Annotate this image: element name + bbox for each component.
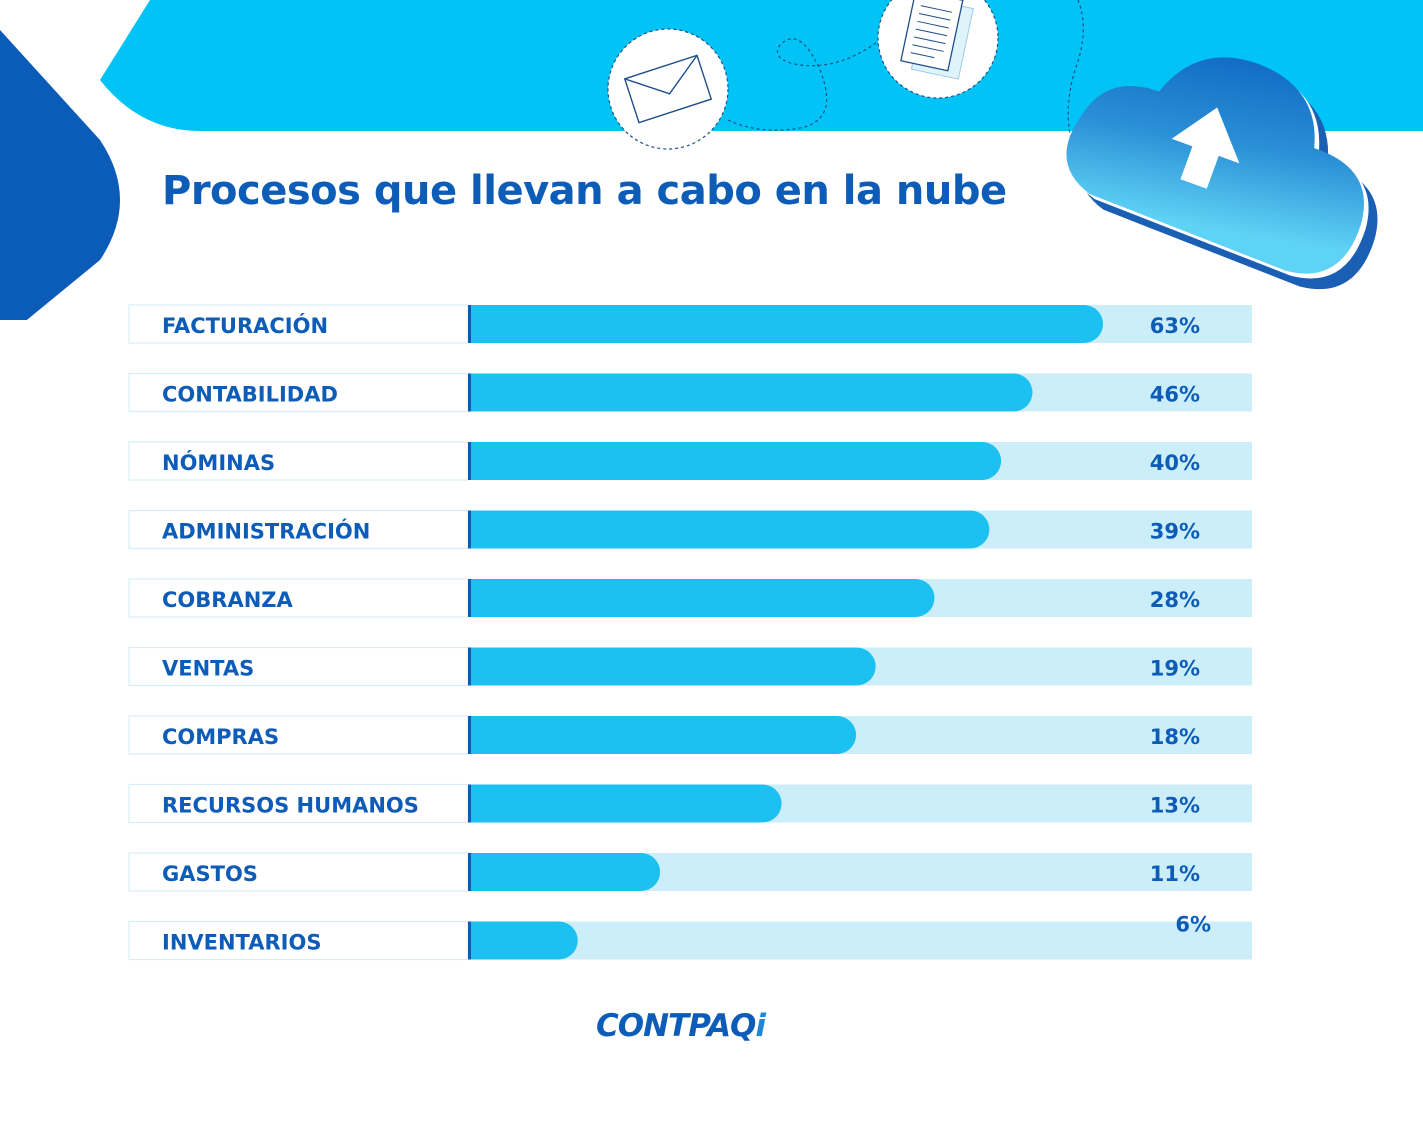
bar-start bbox=[468, 716, 487, 754]
category-label: ADMINISTRACIÓN bbox=[162, 519, 370, 544]
chart-title: Procesos que llevan a cabo en la nube bbox=[162, 168, 1007, 214]
value-label: 63% bbox=[1150, 314, 1200, 338]
value-label: 39% bbox=[1150, 520, 1200, 544]
contpaqi-logo: CONTPAQi bbox=[596, 1008, 766, 1044]
banner-shape bbox=[100, 0, 1423, 131]
bar-start bbox=[468, 579, 487, 617]
bar-start bbox=[468, 442, 487, 480]
bar-start bbox=[468, 373, 487, 412]
bar bbox=[468, 373, 1033, 412]
bar bbox=[468, 921, 578, 960]
category-label-box bbox=[128, 920, 469, 961]
bar-axis-tick bbox=[468, 921, 471, 960]
category-label-box bbox=[128, 646, 469, 687]
bar-start bbox=[468, 921, 487, 960]
bar bbox=[468, 647, 876, 686]
category-label-box bbox=[128, 852, 469, 892]
category-label-box bbox=[128, 783, 469, 824]
bar bbox=[468, 853, 661, 891]
bar-axis-tick bbox=[468, 647, 471, 686]
bar-axis-tick bbox=[468, 305, 471, 343]
category-label: GASTOS bbox=[162, 862, 258, 886]
header-banner bbox=[0, 0, 1423, 320]
category-label: CONTABILIDAD bbox=[162, 383, 338, 407]
document-icon bbox=[877, 0, 999, 99]
value-label: 6% bbox=[1175, 913, 1211, 937]
connector-line bbox=[727, 38, 881, 131]
category-label: RECURSOS HUMANOS bbox=[162, 794, 419, 818]
value-label: 46% bbox=[1150, 383, 1200, 407]
category-label-box bbox=[128, 578, 469, 618]
left-accent-shape bbox=[0, 30, 120, 320]
logo-suffix-text: i bbox=[755, 1008, 766, 1044]
bar-axis-tick bbox=[468, 853, 471, 891]
bar-start bbox=[468, 305, 487, 343]
bar-start bbox=[468, 853, 487, 891]
bar-start bbox=[468, 784, 487, 823]
bar-axis-tick bbox=[468, 442, 471, 480]
bar bbox=[468, 442, 1002, 480]
category-label: NÓMINAS bbox=[162, 450, 275, 475]
bar-axis-tick bbox=[468, 579, 471, 617]
value-label: 40% bbox=[1150, 451, 1200, 475]
bar-track bbox=[468, 921, 1252, 960]
bar bbox=[468, 579, 935, 617]
value-label: 11% bbox=[1150, 862, 1200, 886]
category-label-box bbox=[128, 441, 469, 481]
category-label: FACTURACIÓN bbox=[162, 313, 328, 338]
logo-main-text: CONTPAQ bbox=[596, 1008, 756, 1044]
cloud-upload-icon bbox=[1066, 57, 1378, 290]
value-label: 19% bbox=[1150, 657, 1200, 681]
bar bbox=[468, 510, 990, 549]
value-label: 18% bbox=[1150, 725, 1200, 749]
bar-chart: FACTURACIÓN 63% CONTABILIDAD 46% NÓMINAS 40% A… bbox=[128, 304, 1252, 961]
bar bbox=[468, 716, 857, 754]
category-label: INVENTARIOS bbox=[162, 931, 321, 955]
category-label: VENTAS bbox=[162, 657, 254, 681]
bar-axis-tick bbox=[468, 716, 471, 754]
value-label: 28% bbox=[1150, 588, 1200, 612]
bar-start bbox=[468, 510, 487, 549]
bar-axis-tick bbox=[468, 510, 471, 549]
category-label: COMPRAS bbox=[162, 725, 279, 749]
bar-axis-tick bbox=[468, 784, 471, 823]
bar-axis-tick bbox=[468, 373, 471, 412]
envelope-icon bbox=[607, 28, 729, 150]
bar bbox=[468, 305, 1104, 343]
category-label: COBRANZA bbox=[162, 588, 293, 612]
bar-start bbox=[468, 647, 487, 686]
value-label: 13% bbox=[1150, 794, 1200, 818]
bar bbox=[468, 784, 782, 823]
